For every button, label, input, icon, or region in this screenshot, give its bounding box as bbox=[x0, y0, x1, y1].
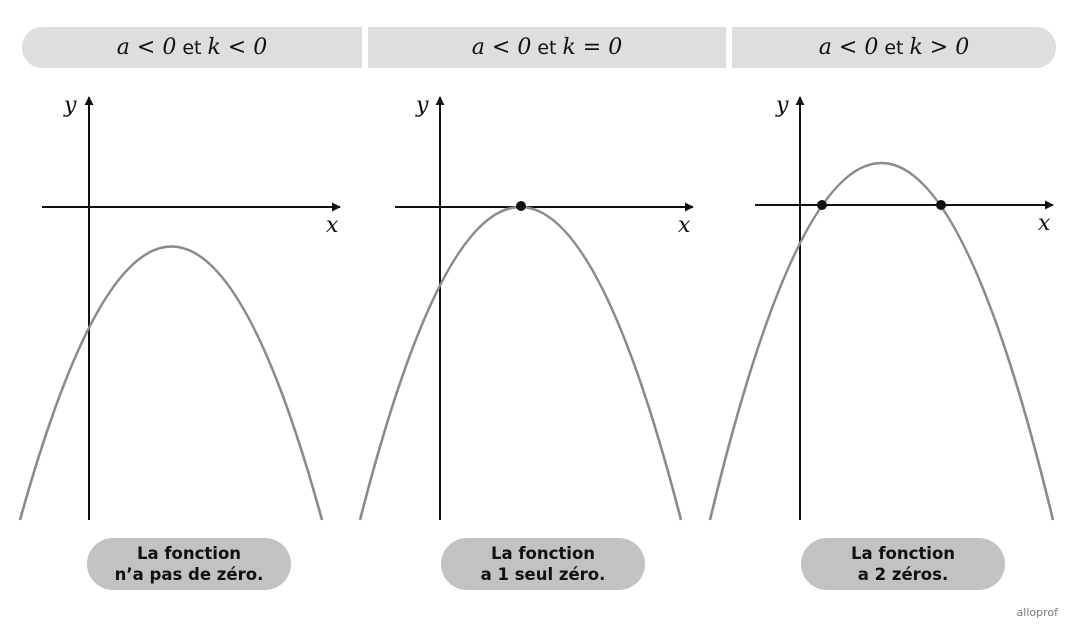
header-k-condition: k < 0 bbox=[207, 35, 268, 60]
header-bar: a < 0 et k < 0 a < 0 et k = 0 a < 0 et k… bbox=[22, 27, 1056, 68]
x-axis-label: x bbox=[1038, 211, 1051, 236]
caption-line-1: La fonction bbox=[850, 544, 956, 563]
header-conjunction: et bbox=[884, 36, 904, 59]
caption-no-zero: La fonction n’a pas de zéro. bbox=[87, 538, 291, 590]
x-axis-label: x bbox=[678, 213, 691, 238]
header-conjunction: et bbox=[182, 36, 202, 59]
caption-two-zeros: La fonction a 2 zéros. bbox=[801, 538, 1005, 590]
brand-logo: alloprof bbox=[1016, 606, 1058, 619]
header-k-condition: k = 0 bbox=[562, 35, 623, 60]
zero-point bbox=[516, 201, 526, 211]
zero-point-right bbox=[936, 200, 946, 210]
y-axis-label: y bbox=[775, 93, 789, 118]
header-cell-k-positive: a < 0 et k > 0 bbox=[732, 27, 1056, 68]
caption-line-2: a 1 seul zéro. bbox=[480, 565, 606, 584]
header-cell-k-zero: a < 0 et k = 0 bbox=[368, 27, 726, 68]
graph-panel-3: x y bbox=[708, 93, 1055, 521]
caption-line-1: La fonction bbox=[136, 544, 242, 563]
parabola bbox=[358, 205, 683, 521]
zero-point-left bbox=[817, 200, 827, 210]
graph-panel-2: x y bbox=[358, 93, 694, 521]
caption-line-2: a 2 zéros. bbox=[857, 565, 949, 584]
caption-one-zero: La fonction a 1 seul zéro. bbox=[441, 538, 645, 590]
header-a-condition: a < 0 bbox=[818, 35, 879, 60]
y-axis-label: y bbox=[63, 93, 77, 118]
header-a-condition: a < 0 bbox=[116, 35, 177, 60]
header-a-condition: a < 0 bbox=[471, 35, 532, 60]
header-conjunction: et bbox=[537, 36, 557, 59]
caption-line-2: n’a pas de zéro. bbox=[114, 565, 264, 584]
header-cell-k-negative: a < 0 et k < 0 bbox=[22, 27, 362, 68]
x-axis-label: x bbox=[326, 213, 339, 238]
caption-line-1: La fonction bbox=[490, 544, 596, 563]
graph-panel-1: x y bbox=[18, 93, 341, 521]
parabola bbox=[18, 245, 324, 521]
header-k-condition: k > 0 bbox=[909, 35, 970, 60]
parabola bbox=[708, 161, 1055, 521]
y-axis-label: y bbox=[415, 93, 429, 118]
